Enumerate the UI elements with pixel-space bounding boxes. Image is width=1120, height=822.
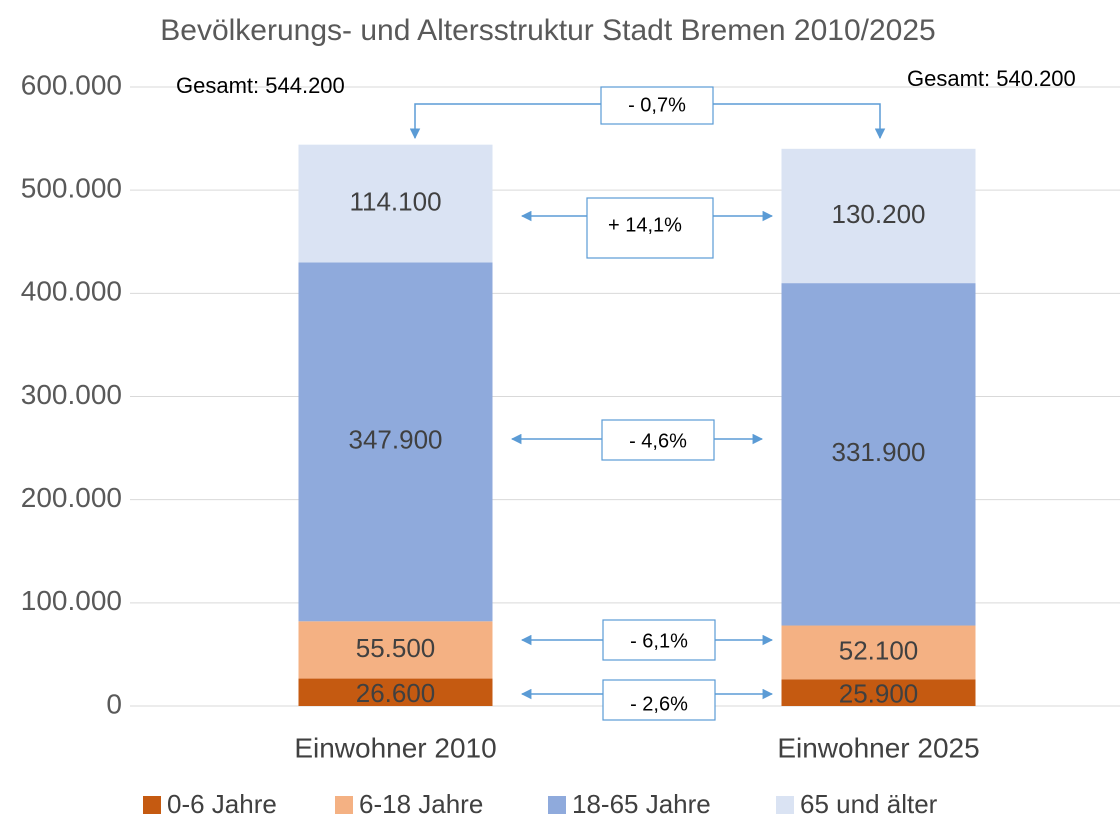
legend-label: 0-6 Jahre (167, 789, 277, 819)
x-tick-label: Einwohner 2010 (294, 732, 496, 763)
legend-swatch (776, 796, 794, 814)
total-label: Gesamt: 540.200 (907, 66, 1076, 91)
change-box (586, 197, 714, 259)
legend-swatch (335, 796, 353, 814)
bar-segment (781, 148, 976, 284)
legend-swatch (143, 796, 161, 814)
change-label: - 2,6% (630, 693, 688, 715)
change-label: + 14,1% (608, 214, 682, 236)
bar-segment (298, 621, 493, 679)
y-tick-label: 300.000 (21, 379, 122, 410)
bar-segment (298, 144, 493, 263)
value-label: 347.900 (349, 425, 443, 455)
annotations: Gesamt: 544.200 Gesamt: 540.200 - 0,7% +… (176, 66, 1076, 721)
legend-swatch (548, 796, 566, 814)
arrow (409, 103, 601, 140)
value-label: 114.100 (349, 186, 441, 216)
plot: 0 100.000 200.000 300.000 400.000 500.000 600.… (21, 69, 1120, 819)
change-label: - 4,6% (629, 430, 687, 452)
legend-label: 6-18 Jahre (359, 789, 483, 819)
change-box (600, 86, 714, 125)
arrow (713, 103, 886, 140)
bar-segment (781, 625, 976, 680)
value-label: 331.900 (832, 437, 926, 467)
legend-label: 65 und älter (800, 789, 938, 819)
bar-segment (781, 679, 976, 706)
value-label: 25.900 (839, 679, 919, 709)
bar-segment (781, 283, 976, 626)
change-box (602, 679, 716, 721)
bar-segment (298, 678, 493, 706)
value-label: 26.600 (356, 678, 436, 708)
value-label: 52.100 (839, 635, 919, 665)
change-label: - 0,7% (628, 94, 686, 116)
total-label: Gesamt: 544.200 (176, 73, 345, 98)
y-tick-label: 0 (106, 688, 122, 719)
change-box (601, 419, 715, 461)
value-label: 130.200 (832, 199, 926, 229)
value-label: 55.500 (356, 633, 436, 663)
bar-segment (298, 262, 493, 622)
chart-title: Bevölkerungs- und Altersstruktur Stadt B… (160, 14, 935, 47)
legend-label: 18-65 Jahre (572, 789, 711, 819)
y-tick-label: 500.000 (21, 173, 122, 204)
change-label: - 6,1% (630, 630, 688, 652)
y-tick-label: 100.000 (21, 585, 122, 616)
y-tick-label: 400.000 (21, 276, 122, 307)
y-tick-label: 600.000 (21, 69, 122, 100)
x-tick-label: Einwohner 2025 (777, 732, 979, 763)
change-box (602, 619, 716, 661)
y-tick-label: 200.000 (21, 482, 122, 513)
